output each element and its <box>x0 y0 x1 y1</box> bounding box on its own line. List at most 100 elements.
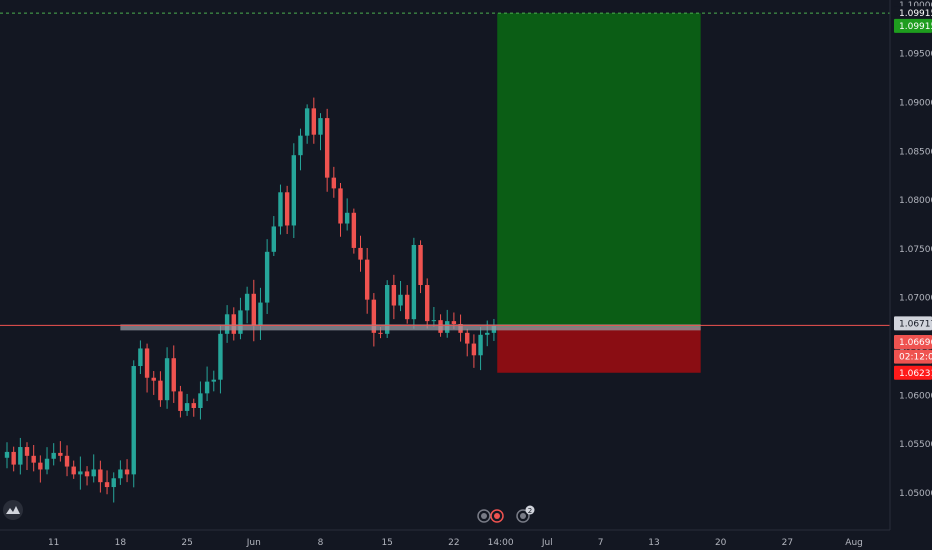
economic-event-icon[interactable] <box>477 509 491 523</box>
price-axis[interactable]: 1.050001.055001.060001.065001.070001.075… <box>889 0 932 530</box>
time-tick-label: 18 <box>115 538 127 548</box>
candle-body[interactable] <box>478 334 483 356</box>
candle-body[interactable] <box>451 321 457 325</box>
candle-body[interactable] <box>338 188 343 224</box>
candle-body[interactable] <box>291 155 297 226</box>
tradingview-logo-icon[interactable] <box>3 500 23 520</box>
candle-body[interactable] <box>38 462 43 470</box>
candle-body[interactable] <box>211 379 216 382</box>
candle-body[interactable] <box>191 403 196 408</box>
candle-body[interactable] <box>78 471 83 475</box>
candle-body[interactable] <box>158 380 163 401</box>
candle-body[interactable] <box>384 285 390 334</box>
candle-body[interactable] <box>251 293 256 327</box>
candle-body[interactable] <box>198 393 203 408</box>
candle-body[interactable] <box>24 447 30 456</box>
take-profit-tag-bg <box>894 18 932 33</box>
candle-body[interactable] <box>264 251 270 303</box>
time-tick-label: 13 <box>648 538 659 548</box>
candle-body[interactable] <box>31 455 36 463</box>
candle-body[interactable] <box>124 469 130 475</box>
entry-tag-bg <box>894 335 932 350</box>
candle-body[interactable] <box>98 469 103 483</box>
candle-body[interactable] <box>64 455 70 467</box>
candle-body[interactable] <box>118 469 123 479</box>
candle-body[interactable] <box>104 482 110 488</box>
candle-body[interactable] <box>398 294 403 306</box>
candle-body[interactable] <box>391 285 397 306</box>
time-tick-label: 8 <box>318 538 324 548</box>
candle-body[interactable] <box>218 333 223 380</box>
candle-body[interactable] <box>304 108 310 136</box>
candle-body[interactable] <box>371 299 377 333</box>
candle-body[interactable] <box>44 458 50 470</box>
candle-body[interactable] <box>378 332 383 334</box>
candle-body[interactable] <box>271 226 276 252</box>
candle-body[interactable] <box>11 451 16 465</box>
candle-body[interactable] <box>71 466 76 475</box>
candle-body[interactable] <box>184 403 190 411</box>
candle-body[interactable] <box>425 285 430 322</box>
take-profit-top-tag-bg <box>894 6 932 21</box>
event-badge-count: 2 <box>528 507 532 515</box>
candle-body[interactable] <box>51 452 56 459</box>
entry-tag: 1.06696 <box>899 338 932 348</box>
flag-event-icon[interactable] <box>490 509 504 523</box>
time-tick-label: 27 <box>782 538 793 548</box>
candle-body[interactable] <box>84 471 90 477</box>
candle-body[interactable] <box>331 177 337 189</box>
price-tick-label: 1.05500 <box>899 440 932 450</box>
candle-body[interactable] <box>131 366 136 475</box>
candle-body[interactable] <box>138 348 143 367</box>
candle-body[interactable] <box>298 135 303 156</box>
candle-body[interactable] <box>351 212 357 248</box>
price-tick-label: 1.07000 <box>899 294 932 304</box>
candle-body[interactable] <box>405 294 410 320</box>
time-tick-label: 14:00 <box>488 538 514 548</box>
price-tick-label: 1.09500 <box>899 50 932 60</box>
candle-body[interactable] <box>144 348 150 378</box>
candle-body[interactable] <box>431 320 437 322</box>
candle-body[interactable] <box>178 391 183 411</box>
candle-body[interactable] <box>4 451 10 458</box>
candle-body[interactable] <box>318 118 323 135</box>
candle-body[interactable] <box>244 293 250 311</box>
loss-zone[interactable] <box>497 327 701 373</box>
profit-zone[interactable] <box>497 13 701 328</box>
candle-body[interactable] <box>324 118 330 178</box>
candles[interactable] <box>4 97 497 503</box>
time-axis[interactable]: 11 18 25 Jun 8 15 22 14:00 Jul 7 13 20 27 Aug <box>0 529 890 548</box>
candle-body[interactable] <box>358 247 363 260</box>
candle-body[interactable] <box>58 452 63 456</box>
candle-body[interactable] <box>18 447 23 465</box>
candle-body[interactable] <box>278 192 283 227</box>
candle-body[interactable] <box>418 244 423 286</box>
current-price-tag: 1.06717 <box>899 319 932 329</box>
candle-body[interactable] <box>224 314 230 334</box>
candle-body[interactable] <box>258 302 263 327</box>
overlays <box>0 12 890 331</box>
candle-body[interactable] <box>238 310 243 334</box>
take-profit-tag: 1.09915 <box>899 22 932 32</box>
candle-body[interactable] <box>164 358 170 401</box>
time-tick-label: Jul <box>541 538 553 548</box>
time-tick-label: 22 <box>448 538 459 548</box>
candle-body[interactable] <box>485 332 490 335</box>
candle-body[interactable] <box>111 478 116 488</box>
candle-body[interactable] <box>231 314 236 334</box>
price-tick-label: 1.09000 <box>899 98 932 108</box>
candle-body[interactable] <box>204 381 210 394</box>
candle-body[interactable] <box>311 108 317 135</box>
candle-body[interactable] <box>364 259 370 300</box>
dividend-event-icon[interactable]: 2 <box>516 505 535 523</box>
candle-body[interactable] <box>344 212 350 224</box>
candle-body[interactable] <box>411 244 417 320</box>
candle-body[interactable] <box>151 377 156 381</box>
candle-body[interactable] <box>171 358 176 392</box>
candle-body[interactable] <box>465 332 470 344</box>
candle-body[interactable] <box>284 192 290 226</box>
position-zones[interactable] <box>497 13 701 373</box>
candle-body[interactable] <box>91 469 96 477</box>
candle-body[interactable] <box>471 343 477 356</box>
